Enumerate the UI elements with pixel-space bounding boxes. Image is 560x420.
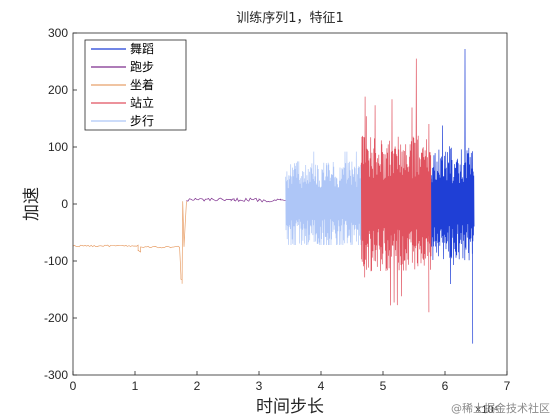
x-axis-label: 时间步长 [256, 397, 324, 417]
x-tick-label: 4 [318, 379, 325, 393]
y-tick-label: 300 [48, 26, 68, 40]
legend-label: 跑步 [130, 60, 154, 74]
x-axis-exponent: ×10⁴ [475, 404, 499, 416]
chart-title: 训练序列1，特征1 [236, 11, 344, 26]
watermark: @稀土掘金技术社区 [451, 402, 550, 415]
x-tick-label: 3 [256, 379, 263, 393]
series-line-2 [72, 201, 187, 284]
y-tick-label: -300 [44, 368, 68, 382]
y-tick-label: 100 [48, 140, 68, 154]
legend-label: 坐着 [130, 77, 154, 92]
y-tick-label: 0 [61, 197, 68, 211]
x-tick-label: 2 [194, 379, 201, 393]
legend-label: 步行 [130, 114, 154, 128]
series-line-0 [431, 48, 475, 344]
y-tick-label: -200 [44, 311, 68, 325]
y-axis: -300 -200 -100 0 100 200 300 [44, 26, 77, 382]
x-tick-label: 0 [70, 379, 77, 393]
x-axis: 0 1 2 3 4 5 6 7 [70, 371, 511, 393]
y-tick-label: 200 [48, 83, 68, 97]
x-tick-label: 6 [442, 379, 449, 393]
legend-label: 舞蹈 [130, 42, 154, 56]
x-tick-label: 7 [504, 379, 511, 393]
x-tick-label: 1 [132, 379, 139, 393]
y-axis-label: 加速 [22, 187, 42, 221]
series-line-3 [360, 58, 432, 313]
y-tick-label: -100 [44, 254, 68, 268]
series-line-1 [186, 197, 286, 203]
series-layer [72, 48, 475, 344]
series-line-4 [285, 151, 362, 246]
x-tick-label: 5 [380, 379, 387, 393]
legend-label: 站立 [130, 95, 154, 110]
